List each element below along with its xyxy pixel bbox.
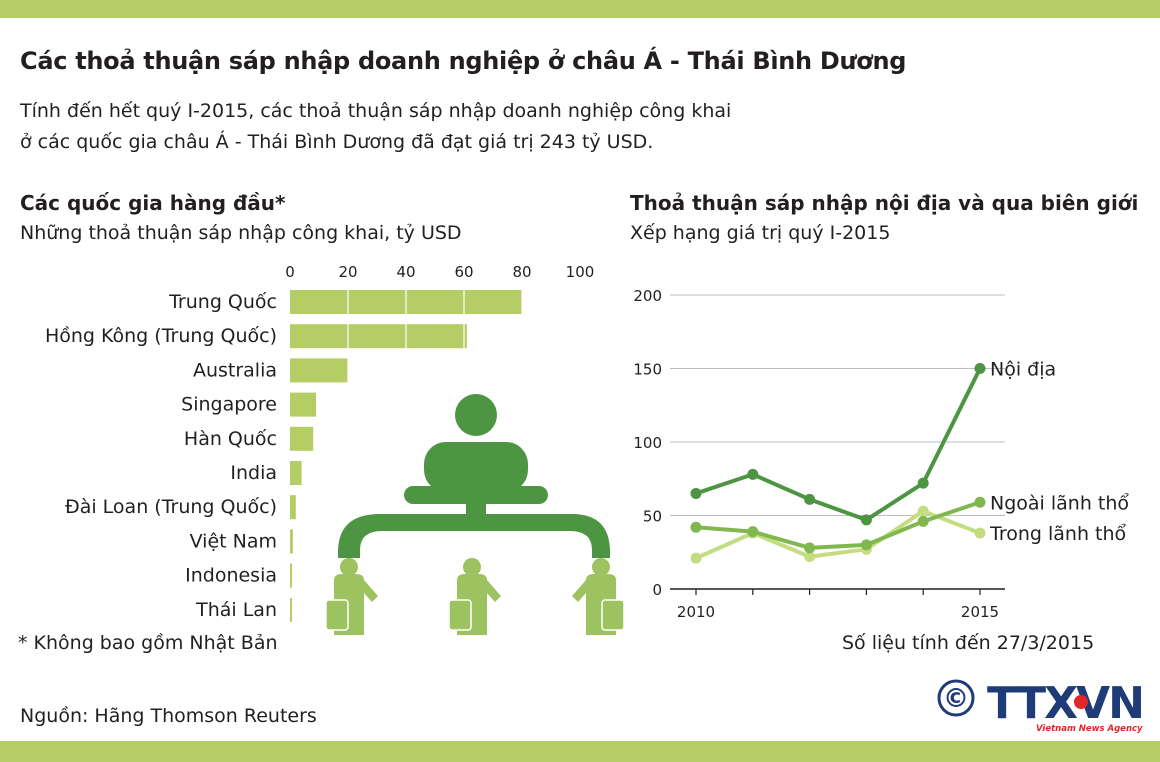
line-y-tick-label: 200 [633,287,662,305]
line-series [695,500,981,550]
bar-tick-label: 80 [512,263,531,281]
bar-category-label: Australia [193,359,277,381]
bar [290,495,296,520]
bar-category-label: Việt Nam [190,530,277,552]
bar [290,529,293,554]
bar-tick-label: 60 [454,263,473,281]
bar-category-label: Indonesia [185,565,277,587]
ttxvn-logo: © TTXVN Vietnam News Agency [937,678,1145,734]
line-chart-title: Thoả thuận sáp nhập nội địa và qua biên … [630,191,1139,215]
line-point [974,496,986,508]
bar-category-label: India [230,462,277,484]
bar-tick-label: 0 [285,263,295,281]
line-series-label: Trong lãnh thổ [989,523,1127,545]
bar-chart-subtitle: Những thoả thuận sáp nhập công khai, tỷ … [20,222,462,244]
line-point [860,539,872,551]
employee-figure-left-icon [325,558,378,635]
bar-category-label: Thái Lan [195,599,277,621]
line-point [804,551,816,563]
bar-chart-footnote: * Không bao gồm Nhật Bản [18,632,278,654]
bar-tick-label: 20 [338,263,357,281]
bottom-band [0,741,1160,762]
line-series-label: Nội địa [990,359,1056,381]
line-point [917,515,929,527]
bar [290,358,348,383]
bar-category-label: Hồng Kông (Trung Quốc) [45,325,277,347]
line-chart: 0 50 100 150 200 2010 2015 Nội địa Ngoài lãnh th… [633,287,1129,621]
line-point [974,527,986,539]
line-point [974,363,986,374]
line-point [917,477,929,489]
line-point [804,493,816,505]
employee-figure-right-icon [572,558,625,635]
copyright-symbol: © [943,684,969,714]
logo-wordmark: TTXVN [987,678,1143,729]
line-series-label: Ngoài lãnh thổ [990,492,1129,514]
bar [290,597,292,622]
line-series [695,509,981,560]
connector-bracket [338,514,610,558]
subtitle-line-2: ở các quốc gia châu Á - Thái Bình Dương … [20,131,654,153]
line-point [747,468,759,480]
bar-tick-label: 40 [396,263,415,281]
line-x-tick-label: 2015 [961,603,999,621]
bar-chart: 0 20 40 60 80 100 Trung Quốc Hồng Kông (Trung Q… [45,263,595,630]
source-credit: Nguồn: Hãng Thomson Reuters [20,705,317,727]
employee-figure-middle-icon [448,558,501,635]
line-y-tick-label: 150 [633,361,662,379]
top-band [0,0,1160,18]
line-x-tick-label: 2010 [677,603,715,621]
merger-illustration [325,394,625,635]
page-subtitle: Tính đến hết quý I-2015, các thoả thuận … [20,96,920,158]
bar-category-label: Hàn Quốc [184,428,277,450]
boss-figure-icon [404,394,548,504]
logo-globe-icon [1074,695,1088,709]
line-point [747,526,759,538]
bar [290,324,467,349]
line-y-tick-label: 100 [633,434,662,452]
line-series [695,367,982,522]
data-as-of-note: Số liệu tính đến 27/3/2015 [842,632,1095,654]
bar-category-label: Singapore [181,394,277,416]
logo-tagline: Vietnam News Agency [1036,724,1143,734]
bar-chart-title: Các quốc gia hàng đầu* [20,191,286,215]
line-point [690,552,702,564]
bar-category-label: Đài Loan (Trung Quốc) [65,496,277,518]
bar [290,392,317,417]
line-chart-subtitle: Xếp hạng giá trị quý I-2015 [630,222,891,244]
line-point [917,505,929,517]
copyright-icon [937,679,975,717]
bar [290,426,314,451]
bar [290,461,302,485]
bar-category-label: Trung Quốc [168,291,277,313]
line-point [690,521,702,533]
line-point [860,514,872,526]
line-y-tick-label: 0 [652,581,662,599]
line-point [690,487,702,499]
bar [290,563,293,588]
bar-tick-label: 100 [566,263,595,281]
page-title: Các thoả thuận sáp nhập doanh nghiệp ở c… [20,47,907,75]
line-point [804,542,816,554]
line-y-tick-label: 50 [643,508,662,526]
subtitle-line-1: Tính đến hết quý I-2015, các thoả thuận … [20,100,732,122]
